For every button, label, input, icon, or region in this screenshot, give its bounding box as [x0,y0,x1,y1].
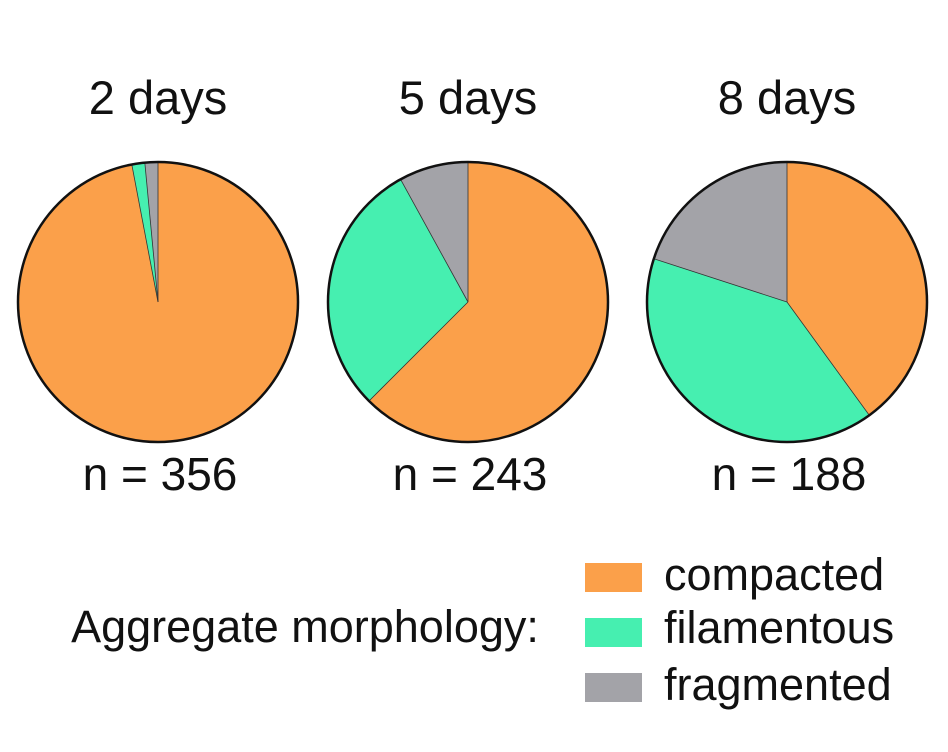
pies-group: 2 days n = 356 5 days n = 243 8 days n = 188 [16,71,929,500]
legend-label-compacted: compacted [664,549,884,600]
slice-divider [368,301,469,402]
pie-title: 2 days [89,71,227,124]
pie-3: 8 days n = 188 [645,71,929,500]
slice-divider [653,258,788,303]
pie-title: 8 days [718,71,856,124]
legend-label-fragmented: fragmented [664,659,892,710]
pie-slice-filamentous [328,179,468,401]
slice-divider [131,164,159,303]
pie-slice-compacted [787,162,927,416]
sample-size-label: n = 243 [393,448,548,500]
sample-size-label: n = 356 [83,448,238,500]
legend-label-filamentous: filamentous [664,602,894,653]
slice-divider [144,162,159,303]
pie-outline [326,160,610,444]
slice-divider [400,179,469,303]
pie-outline [16,160,300,444]
sample-size-label: n = 188 [712,448,867,500]
pie-1: 2 days n = 356 [16,71,300,500]
pie-slice-compacted [369,162,609,442]
legend: Aggregate morphology: compacted filament… [71,549,894,710]
legend-swatch-compacted [585,563,642,592]
legend-swatch-filamentous [585,618,642,647]
pie-title: 5 days [399,71,537,124]
pie-outline [645,160,929,444]
slice-divider [786,301,870,416]
legend-title: Aggregate morphology: [71,601,539,652]
pie-2: 5 days n = 243 [326,71,610,500]
pie-slice-fragmented [400,162,468,302]
pie-slice-fragmented [653,162,787,302]
pie-slice-filamentous [646,258,870,442]
legend-swatch-fragmented [585,673,642,702]
